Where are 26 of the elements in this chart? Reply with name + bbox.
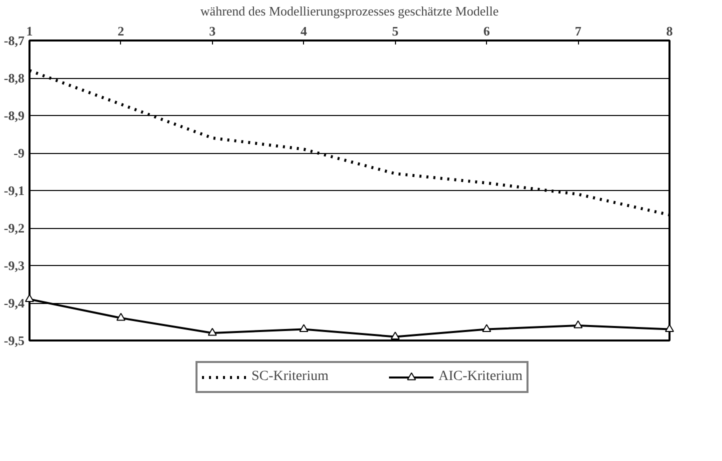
y-tick-label: -9,2 — [4, 220, 25, 236]
point — [390, 332, 400, 340]
y-tick-label: -8,7 — [4, 33, 25, 48]
x-tick-label: 1 — [26, 24, 33, 38]
point — [482, 324, 492, 332]
x-tick-label: 6 — [483, 24, 490, 38]
y-tick-label: -9,1 — [4, 183, 25, 198]
x-tick-label: 5 — [392, 24, 399, 38]
x-tick-label: 7 — [574, 24, 582, 38]
point — [574, 320, 583, 328]
y-tick-label: -9,4 — [4, 296, 25, 310]
y-tick-label: -8,9 — [4, 108, 25, 123]
legend-label: AIC-Kriterium — [438, 369, 522, 385]
x-axis-title: während des Modellierungsprozesses geschätzte Modelle — [200, 4, 499, 18]
point — [299, 324, 308, 332]
point — [208, 328, 217, 336]
x-tick-label: 3 — [209, 24, 216, 38]
x-tick-label: 4 — [300, 24, 308, 38]
legend-label: SC-Kriterium — [252, 369, 329, 385]
point — [116, 312, 126, 321]
x-tick-label: 2 — [118, 24, 124, 38]
y-tick-label: -8,8 — [4, 70, 25, 86]
y-tick-label: -9,5 — [4, 333, 25, 348]
y-tick-label: -9,3 — [4, 258, 25, 273]
y-tick-label: -9 — [14, 146, 25, 160]
x-tick-label: 8 — [666, 24, 674, 38]
